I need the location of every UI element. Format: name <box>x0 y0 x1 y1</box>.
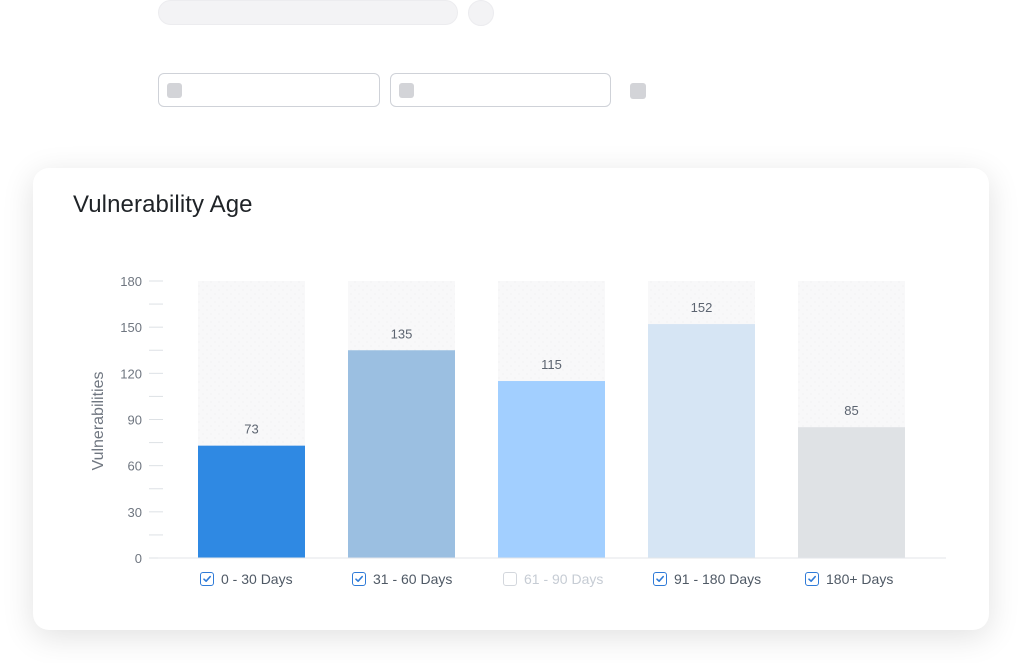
legend-label: 91 - 180 Days <box>674 571 762 587</box>
value-labels: 73 135 115 152 85 <box>244 300 858 437</box>
bar-value-label: 135 <box>391 326 413 341</box>
legend-label: 31 - 60 Days <box>373 571 453 587</box>
skeleton-icon <box>167 83 182 98</box>
checkbox-icon[interactable] <box>200 572 214 586</box>
y-tick-label: 60 <box>128 459 142 474</box>
y-tick-label: 30 <box>128 505 142 520</box>
filter-input-two[interactable] <box>390 73 611 107</box>
y-tick-label: 0 <box>135 551 142 566</box>
y-tick-label: 150 <box>120 320 142 335</box>
y-tick-label: 90 <box>128 413 142 428</box>
legend-label: 180+ Days <box>826 571 894 587</box>
skeleton-icon <box>399 83 414 98</box>
legend-label: 61 - 90 Days <box>524 571 604 587</box>
bar-value-label: 115 <box>541 357 562 372</box>
legend-item-5[interactable]: 180+ Days <box>805 571 893 587</box>
bar-2[interactable] <box>348 350 455 558</box>
legend-item-3[interactable]: 61 - 90 Days <box>503 571 603 587</box>
bar-1[interactable] <box>198 445 305 558</box>
bar-5[interactable] <box>798 427 905 558</box>
chart-title: Vulnerability Age <box>73 191 253 218</box>
legend-item-2[interactable]: 31 - 60 Days <box>352 571 452 587</box>
legend-item-1[interactable]: 0 - 30 Days <box>200 571 293 587</box>
y-tick-label: 120 <box>120 366 142 381</box>
bar-value-label: 85 <box>844 403 858 418</box>
legend-label: 0 - 30 Days <box>221 571 293 587</box>
filter-chip-icon[interactable] <box>630 83 646 99</box>
vulnerability-age-card: Vulnerability Age Vulnerabilities 0 30 60 9… <box>33 168 989 630</box>
filter-input-one[interactable] <box>158 73 380 107</box>
chart-legend: 0 - 30 Days 31 - 60 Days 61 - 90 Days 91 - … <box>33 168 989 630</box>
checkbox-icon[interactable] <box>805 572 819 586</box>
loading-placeholder-circle <box>468 0 494 26</box>
bar-3[interactable] <box>498 381 605 558</box>
checkbox-icon[interactable] <box>352 572 366 586</box>
bar-value-label: 152 <box>691 300 713 315</box>
bar-value-label: 73 <box>244 422 258 437</box>
vulnerability-age-chart: Vulnerabilities 0 30 60 90 120 150 180 73 135 11… <box>90 274 946 566</box>
legend-item-4[interactable]: 91 - 180 Days <box>653 571 761 587</box>
y-tick-label: 180 <box>120 274 142 289</box>
checkbox-icon[interactable] <box>503 572 517 586</box>
y-axis-label: Vulnerabilities <box>90 371 107 470</box>
checkbox-icon[interactable] <box>653 572 667 586</box>
data-bars <box>198 324 905 558</box>
y-axis: 0 30 60 90 120 150 180 <box>120 274 163 566</box>
bar-4[interactable] <box>648 324 755 558</box>
loading-placeholder-bar <box>158 0 458 25</box>
